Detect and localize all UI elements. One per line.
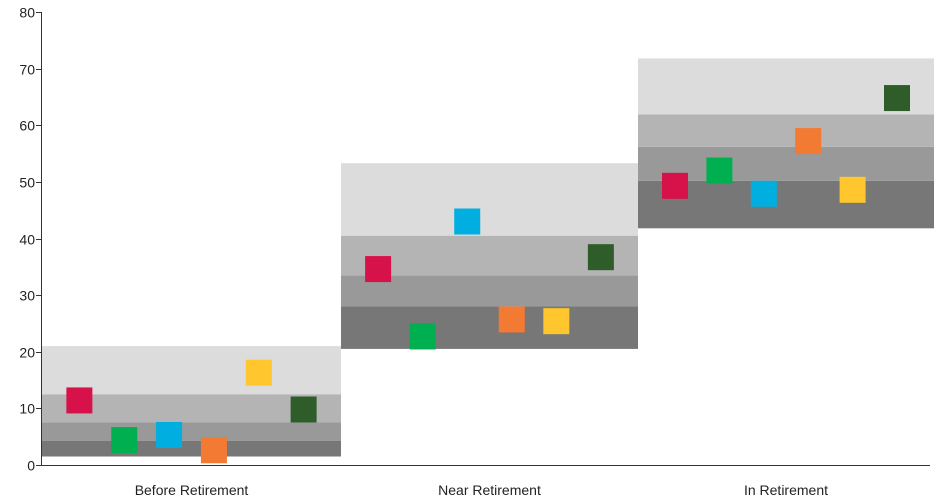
point-series-2-1 xyxy=(111,427,138,454)
x-category-label-2: Near Retirement xyxy=(438,482,541,498)
point-series-5-3 xyxy=(839,176,866,203)
point-series-6-3 xyxy=(884,85,910,112)
y-tick-label-10: 10 xyxy=(19,401,35,417)
points-layer xyxy=(66,85,910,464)
x-category-label-3: In Retirement xyxy=(744,482,828,498)
point-series-4-1 xyxy=(200,437,227,464)
band-1-4 xyxy=(42,346,341,395)
point-series-1-3 xyxy=(662,172,688,199)
point-series-6-2 xyxy=(587,244,614,271)
point-series-1-2 xyxy=(365,256,392,283)
y-tick-label-80: 80 xyxy=(19,5,35,21)
band-2-4 xyxy=(341,163,638,236)
point-series-3-2 xyxy=(454,208,481,235)
point-series-4-2 xyxy=(498,306,525,333)
y-tick-label-0: 0 xyxy=(27,458,35,474)
y-tick-label-20: 20 xyxy=(19,345,35,361)
y-tick-label-70: 70 xyxy=(19,62,35,78)
point-series-5-1 xyxy=(245,359,272,386)
y-tick-label-60: 60 xyxy=(19,118,35,134)
point-series-5-2 xyxy=(543,308,570,335)
point-series-1-1 xyxy=(66,387,93,414)
labels-layer: 0 10 20 30 40 50 60 70 80 Before Retirement Near R… xyxy=(19,5,828,499)
point-series-6-1 xyxy=(290,396,317,423)
x-category-label-1: Before Retirement xyxy=(135,482,249,498)
y-tick-label-30: 30 xyxy=(19,288,35,304)
axes-layer xyxy=(36,12,930,466)
band-1-2 xyxy=(42,422,341,441)
y-tick-label-40: 40 xyxy=(19,232,35,248)
point-series-2-2 xyxy=(409,323,436,350)
bands-layer xyxy=(42,58,934,457)
point-series-2-3 xyxy=(706,157,733,184)
band-2-1 xyxy=(341,306,638,349)
y-tick-label-50: 50 xyxy=(19,175,35,191)
point-series-4-3 xyxy=(795,128,822,155)
point-series-3-1 xyxy=(156,421,183,448)
point-series-3-3 xyxy=(750,180,777,207)
band-3-3 xyxy=(638,114,934,147)
band-1-1 xyxy=(42,440,341,457)
